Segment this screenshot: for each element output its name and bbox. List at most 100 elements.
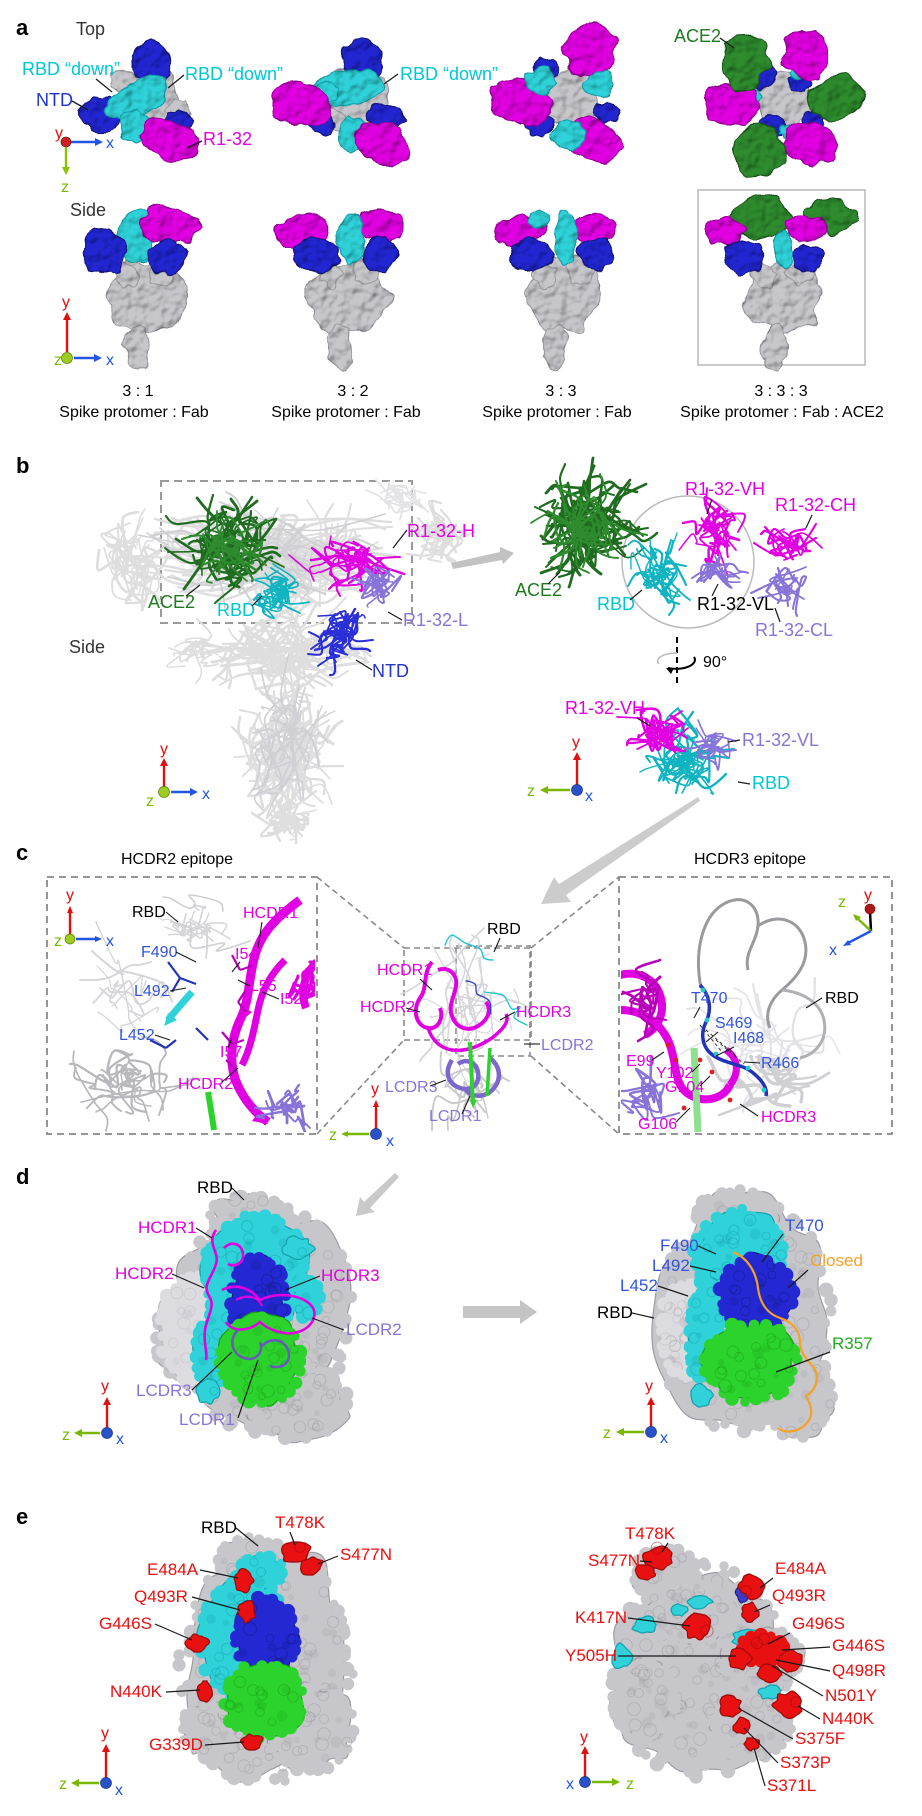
- svg-text:ACE2: ACE2: [515, 580, 562, 600]
- svg-text:R1-32-VL: R1-32-VL: [742, 730, 819, 750]
- svg-text:E484A: E484A: [147, 1560, 199, 1579]
- svg-text:RBD: RBD: [752, 773, 790, 793]
- svg-text:x: x: [386, 1133, 394, 1150]
- svg-text:T470: T470: [785, 1216, 824, 1235]
- svg-text:y: y: [62, 294, 70, 311]
- svg-text:HCDR1: HCDR1: [243, 905, 298, 922]
- svg-text:3 : 1: 3 : 1: [122, 383, 153, 400]
- svg-text:y: y: [101, 1725, 109, 1742]
- svg-text:T478K: T478K: [275, 1513, 326, 1532]
- svg-text:RBD: RBD: [825, 990, 859, 1007]
- svg-text:z: z: [603, 1425, 611, 1442]
- svg-text:x: x: [829, 942, 837, 959]
- svg-text:e: e: [16, 1504, 28, 1529]
- svg-text:x: x: [106, 135, 114, 152]
- svg-text:HCDR1: HCDR1: [138, 1218, 197, 1237]
- svg-text:Y102: Y102: [656, 1065, 693, 1082]
- svg-text:S477N: S477N: [588, 1551, 640, 1570]
- svg-text:LCDR3: LCDR3: [136, 1381, 192, 1400]
- svg-text:z: z: [59, 1776, 67, 1793]
- svg-text:I468: I468: [733, 1030, 764, 1047]
- svg-text:y: y: [371, 1081, 379, 1098]
- svg-text:HCDR3: HCDR3: [516, 1004, 571, 1021]
- svg-text:NTD: NTD: [372, 661, 409, 681]
- svg-text:x: x: [566, 1776, 574, 1793]
- svg-text:y: y: [864, 887, 872, 904]
- svg-text:z: z: [54, 933, 62, 950]
- svg-text:b: b: [16, 453, 29, 478]
- svg-text:x: x: [202, 786, 210, 803]
- svg-text:c: c: [16, 840, 28, 865]
- svg-text:x: x: [660, 1430, 668, 1447]
- svg-text:R357: R357: [832, 1334, 873, 1353]
- svg-text:3 : 3: 3 : 3: [545, 383, 576, 400]
- svg-text:x: x: [115, 1782, 123, 1799]
- svg-text:L452: L452: [620, 1276, 658, 1295]
- svg-text:L55: L55: [250, 978, 277, 995]
- svg-text:L452: L452: [119, 1027, 155, 1044]
- svg-text:z: z: [838, 894, 846, 911]
- svg-text:RBD: RBD: [201, 1518, 237, 1537]
- svg-text:3 : 2: 3 : 2: [337, 383, 368, 400]
- svg-text:Spike protomer : Fab : ACE2: Spike protomer : Fab : ACE2: [680, 404, 884, 421]
- svg-text:LCDR1: LCDR1: [179, 1410, 235, 1429]
- svg-text:HCDR2: HCDR2: [115, 1264, 174, 1283]
- svg-text:x: x: [585, 788, 593, 805]
- svg-text:E484A: E484A: [775, 1559, 827, 1578]
- svg-text:LCDR3: LCDR3: [385, 1079, 438, 1096]
- svg-text:Spike protomer : Fab: Spike protomer : Fab: [482, 404, 632, 421]
- svg-text:y: y: [580, 1729, 588, 1746]
- svg-text:I54: I54: [235, 946, 257, 963]
- svg-text:HCDR1: HCDR1: [377, 962, 432, 979]
- svg-text:Side: Side: [69, 637, 105, 657]
- svg-text:R1-32-VL: R1-32-VL: [697, 594, 774, 614]
- svg-text:z: z: [527, 783, 535, 800]
- svg-text:RBD: RBD: [197, 1178, 233, 1197]
- svg-text:RBD “down”: RBD “down”: [22, 59, 120, 79]
- svg-text:Q493R: Q493R: [772, 1586, 826, 1605]
- svg-text:K417N: K417N: [575, 1608, 627, 1627]
- svg-text:LCDR2: LCDR2: [346, 1320, 402, 1339]
- svg-text:I57: I57: [220, 1044, 242, 1061]
- svg-text:S469: S469: [715, 1015, 752, 1032]
- svg-text:RBD “down”: RBD “down”: [185, 64, 283, 84]
- svg-text:x: x: [106, 933, 114, 950]
- svg-text:HCDR3: HCDR3: [321, 1266, 380, 1285]
- svg-text:R1-32-CH: R1-32-CH: [775, 495, 856, 515]
- svg-text:R1-32: R1-32: [203, 129, 252, 149]
- svg-text:RBD: RBD: [132, 904, 166, 921]
- svg-text:d: d: [16, 1164, 29, 1189]
- svg-text:y: y: [66, 887, 74, 904]
- svg-text:R1-32-CL: R1-32-CL: [755, 620, 833, 640]
- svg-text:Y505H: Y505H: [565, 1646, 617, 1665]
- svg-text:RBD: RBD: [487, 921, 521, 938]
- svg-text:x: x: [106, 352, 114, 369]
- svg-text:z: z: [146, 793, 154, 810]
- svg-text:RBD: RBD: [217, 600, 255, 620]
- svg-text:y: y: [101, 1378, 109, 1395]
- svg-text:R1-32-VH: R1-32-VH: [685, 479, 765, 499]
- svg-text:LCDR1: LCDR1: [429, 1108, 482, 1125]
- svg-text:G446S: G446S: [99, 1614, 152, 1633]
- svg-text:F490: F490: [141, 944, 178, 961]
- svg-text:R1-32-VH: R1-32-VH: [565, 698, 645, 718]
- svg-text:L492: L492: [134, 983, 170, 1000]
- svg-text:T478K: T478K: [625, 1524, 676, 1543]
- svg-text:Q493R: Q493R: [134, 1587, 188, 1606]
- svg-text:y: y: [160, 741, 168, 758]
- svg-text:N440K: N440K: [110, 1682, 163, 1701]
- svg-text:G446S: G446S: [832, 1636, 885, 1655]
- svg-text:NTD: NTD: [36, 90, 73, 110]
- svg-text:90°: 90°: [703, 654, 727, 671]
- svg-text:z: z: [626, 1776, 634, 1793]
- svg-text:Side: Side: [70, 200, 106, 220]
- svg-text:T470: T470: [691, 990, 728, 1007]
- svg-text:z: z: [54, 352, 62, 369]
- svg-text:ACE2: ACE2: [148, 592, 195, 612]
- svg-text:R1-32-H: R1-32-H: [407, 521, 475, 541]
- svg-text:S371L: S371L: [767, 1776, 816, 1795]
- svg-text:G106: G106: [638, 1116, 677, 1133]
- svg-text:z: z: [61, 179, 69, 196]
- svg-text:Top: Top: [76, 19, 105, 39]
- svg-text:R466: R466: [761, 1055, 799, 1072]
